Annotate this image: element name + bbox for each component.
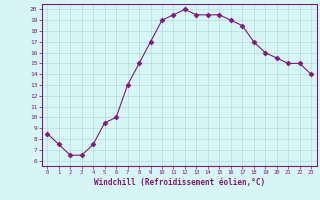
X-axis label: Windchill (Refroidissement éolien,°C): Windchill (Refroidissement éolien,°C) — [94, 178, 265, 187]
